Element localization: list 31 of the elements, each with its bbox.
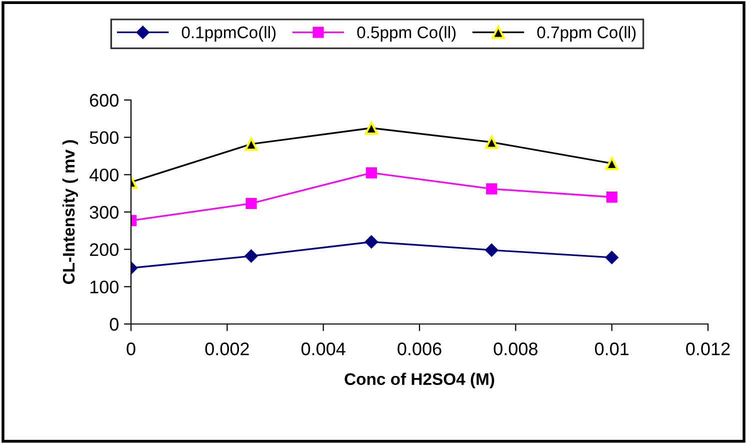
y-tick-label: 600 xyxy=(90,94,118,107)
point xyxy=(485,136,498,149)
y-axis-title: CL-Intensity ( mv ) xyxy=(62,140,78,284)
point xyxy=(605,156,618,170)
point xyxy=(246,198,257,209)
point xyxy=(364,235,378,248)
point xyxy=(244,137,258,151)
x-tick-label: 0.002 xyxy=(205,342,249,356)
y-tick-label: 500 xyxy=(90,131,118,144)
point xyxy=(605,250,618,264)
x-tick-label: 0.01 xyxy=(594,342,629,356)
point xyxy=(366,167,377,178)
point xyxy=(486,183,498,194)
legend-label: 0.5ppm Co(ll) xyxy=(357,26,456,42)
x-axis-title: Conc of H2SO4 (M) xyxy=(344,372,494,388)
point xyxy=(485,243,498,257)
y-tick-label: 200 xyxy=(90,243,118,256)
y-tick-label: 100 xyxy=(90,280,118,294)
x-tick-label: 0.008 xyxy=(494,342,538,356)
x-tick-label: 0.006 xyxy=(398,342,442,356)
x-tick-label: 0.004 xyxy=(301,342,346,356)
y-tick-label: 0 xyxy=(110,318,118,331)
point xyxy=(606,192,618,203)
point xyxy=(244,249,258,263)
x-tick-label: 0.012 xyxy=(686,342,730,356)
point xyxy=(364,121,378,135)
legend-label: 0.1ppmCo(ll) xyxy=(182,26,276,42)
y-tick-label: 400 xyxy=(89,168,118,182)
y-tick-label: 300 xyxy=(90,206,118,219)
legend-label: 0.7ppm Co(ll) xyxy=(537,26,636,42)
x-tick-label: 0 xyxy=(126,342,136,356)
